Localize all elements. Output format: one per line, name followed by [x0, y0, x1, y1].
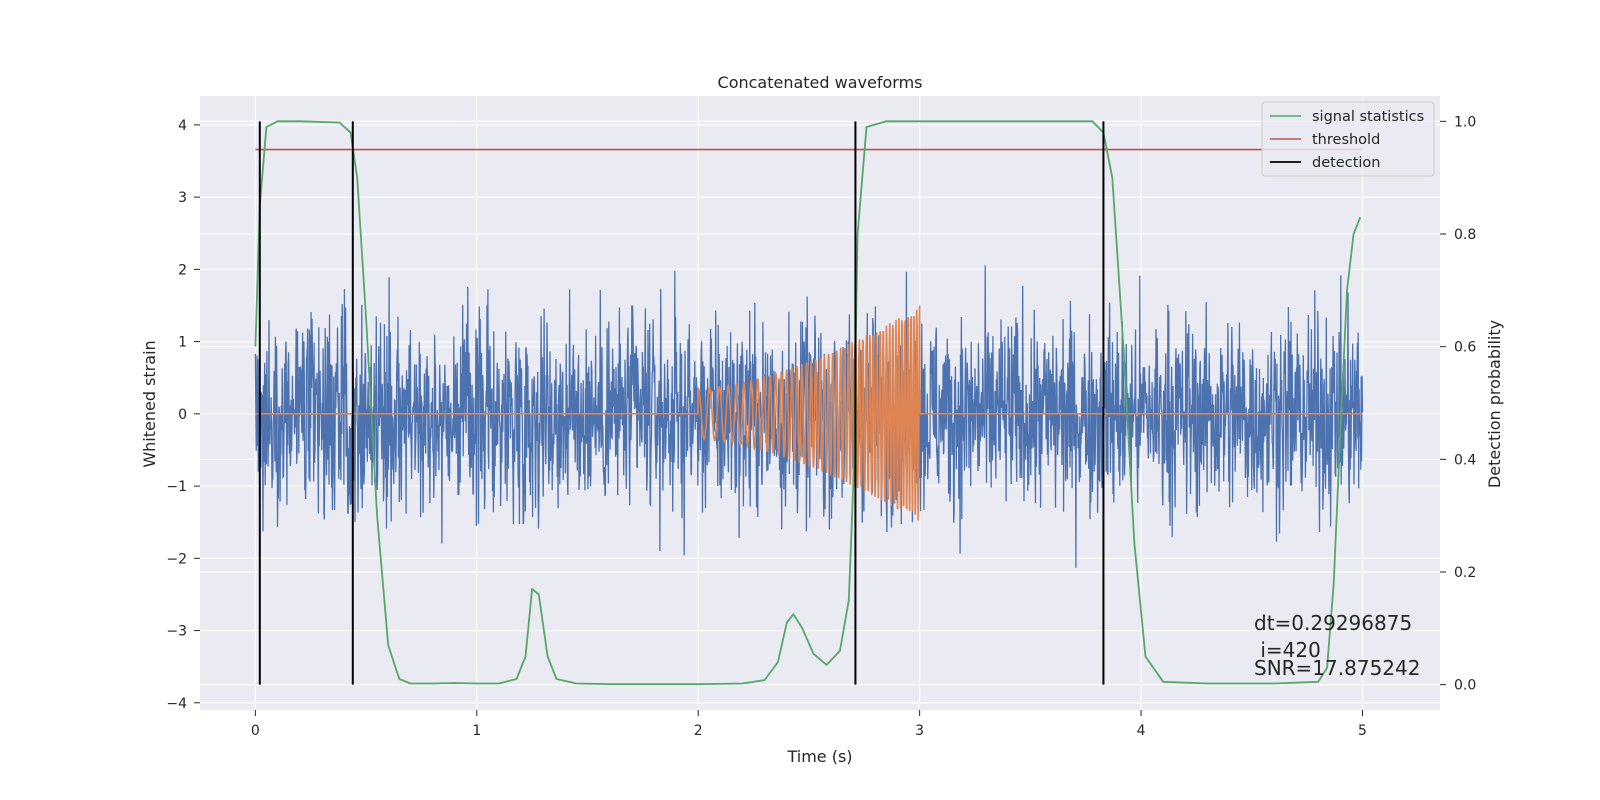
y-tick-label: −1 — [166, 479, 187, 495]
strain-noise-series — [254, 265, 1364, 568]
strain-noise-line — [254, 265, 1364, 568]
y-tick-label: −2 — [166, 551, 187, 567]
axis-ticks: 0 1 2 3 4 5 4 3 2 1 0 −1 −2 −3 −4 1.0 0.8 0.6 0.4 0.2 0.0 — [166, 114, 1476, 739]
annotation-snr: SNR=17.875242 — [1254, 656, 1420, 680]
x-tick-label: 2 — [694, 723, 703, 739]
y-right-tick-label: 0.4 — [1454, 452, 1476, 468]
x-tick-label: 3 — [915, 723, 924, 739]
chart-title: Concatenated waveforms — [718, 73, 923, 92]
x-tick-label: 5 — [1358, 723, 1367, 739]
y-right-tick-label: 0.6 — [1454, 340, 1476, 356]
legend-label-threshold: threshold — [1312, 132, 1380, 148]
y-tick-label: 1 — [178, 335, 187, 351]
injected-signal-series — [255, 305, 1363, 521]
y-right-tick-label: 0.2 — [1454, 565, 1476, 581]
x-tick-label: 4 — [1137, 723, 1146, 739]
statistic-series — [254, 120, 1363, 685]
y-tick-label: 0 — [178, 407, 187, 423]
y-right-tick-label: 0.8 — [1454, 227, 1476, 243]
x-tick-label: 0 — [251, 723, 260, 739]
y-right-axis-label: Detection probability — [1485, 320, 1504, 488]
legend-label-detection: detection — [1312, 155, 1380, 171]
y-axis-label: Whitened strain — [140, 340, 159, 467]
grid — [200, 96, 1440, 710]
y-tick-label: 4 — [178, 118, 187, 134]
injected-signal-line — [255, 305, 1363, 521]
y-tick-label: −3 — [166, 624, 187, 640]
y-tick-label: 2 — [178, 262, 187, 278]
signal-statistics-line — [254, 120, 1362, 685]
y-tick-label: −4 — [166, 696, 187, 712]
x-tick-label: 1 — [472, 723, 481, 739]
y-right-tick-label: 1.0 — [1454, 114, 1476, 130]
annotation-dt: dt=0.29296875 — [1254, 611, 1412, 635]
y-tick-label: 3 — [178, 190, 187, 206]
x-axis-label: Time (s) — [786, 747, 852, 766]
annotation-index: i=420 — [1254, 638, 1321, 662]
y-right-tick-label: 0.0 — [1454, 678, 1476, 694]
legend-label-signal-statistics: signal statistics — [1312, 109, 1424, 125]
legend-box — [1261, 101, 1435, 177]
legend: signal statistics threshold detection — [1261, 101, 1435, 177]
